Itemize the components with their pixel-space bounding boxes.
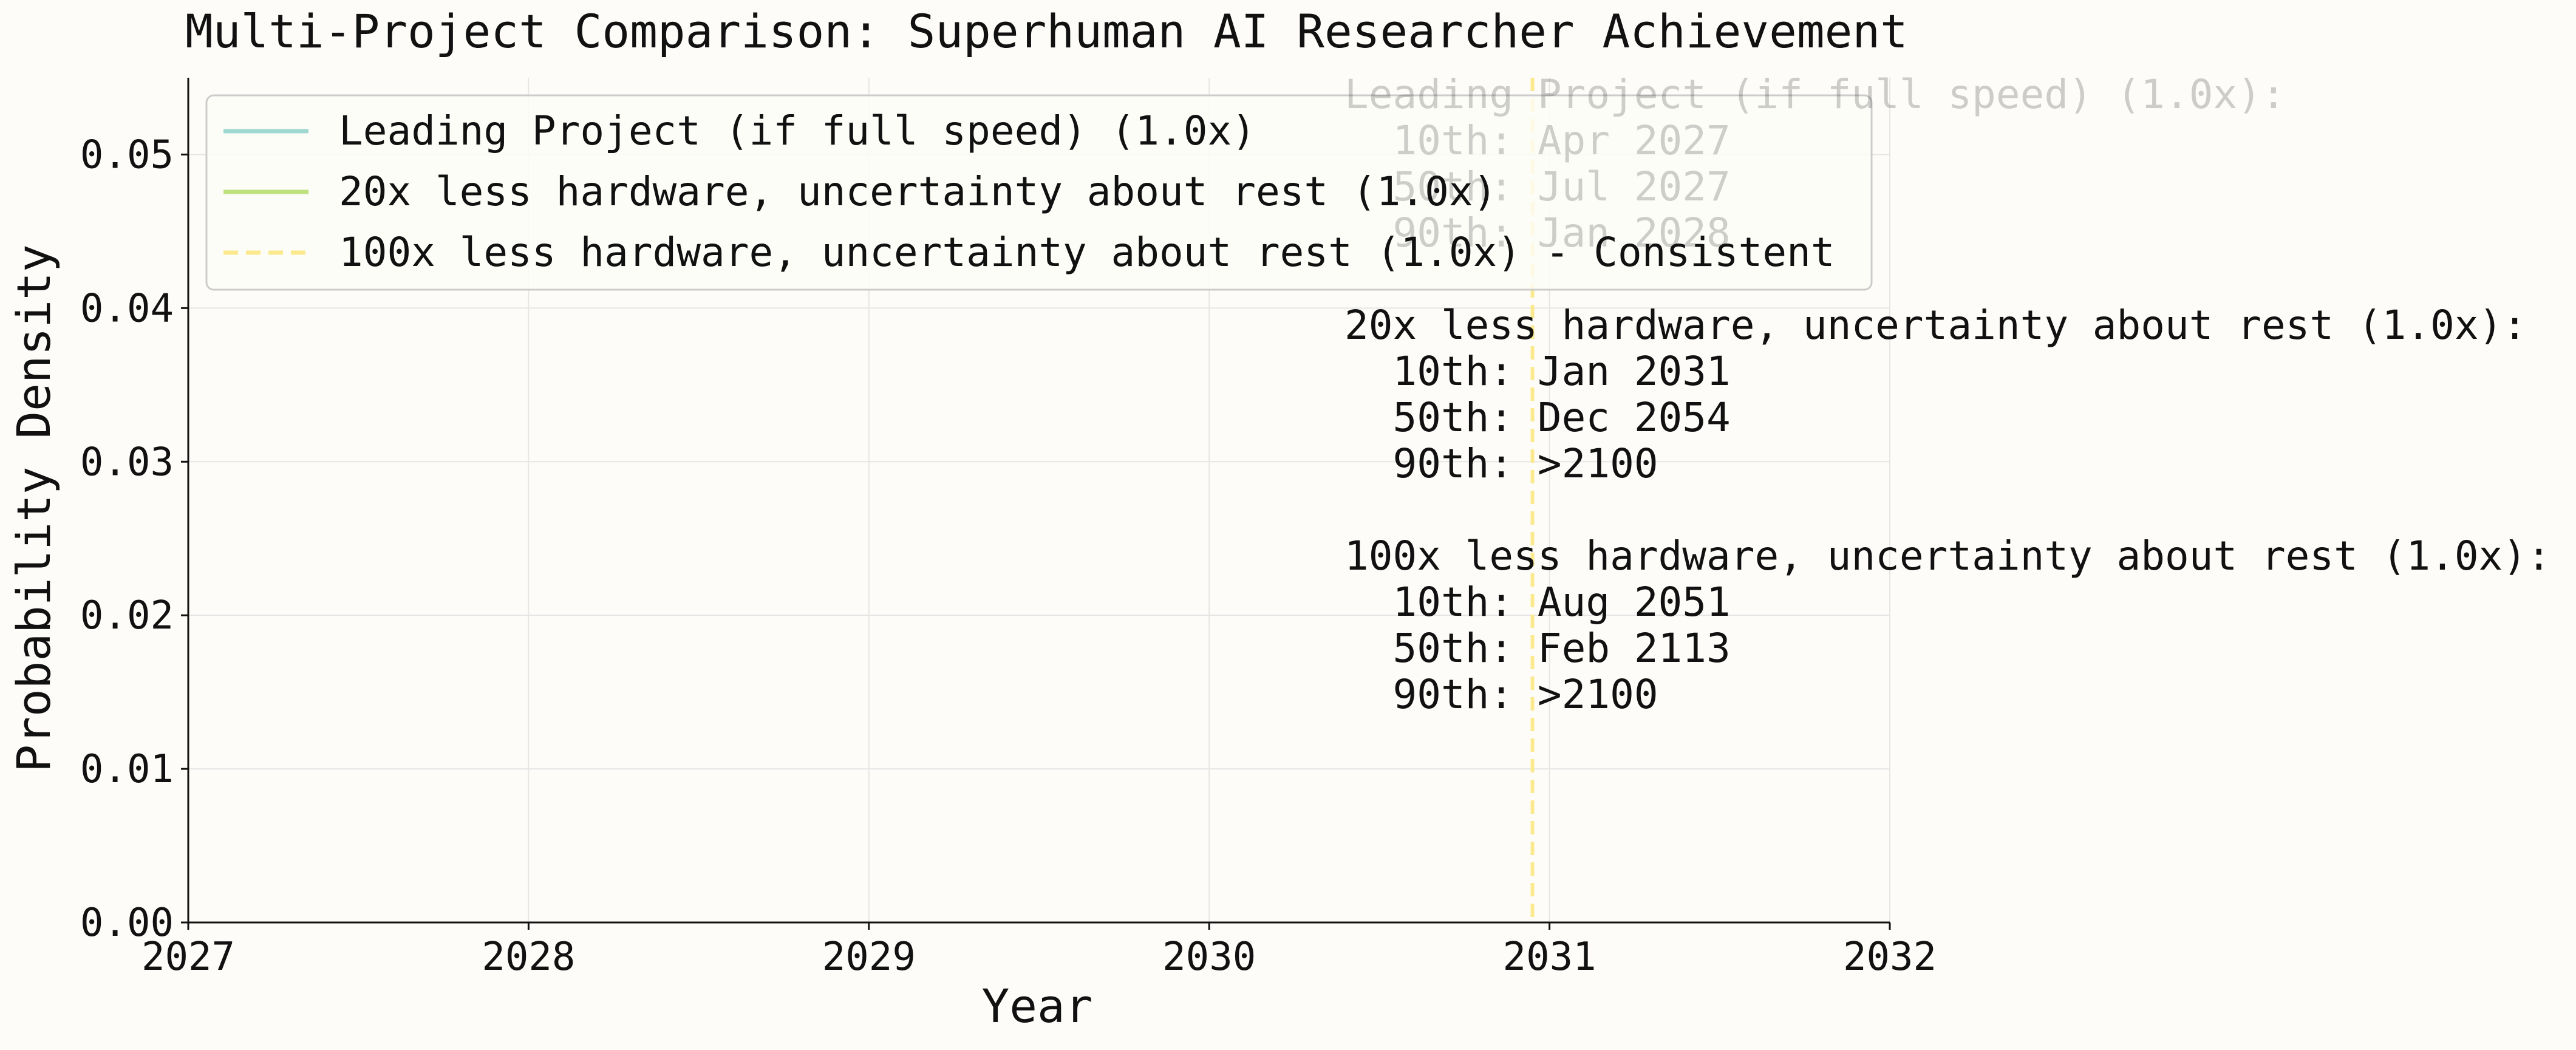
y-tick-label: 0.04 [80,286,174,331]
x-tick-label: 2029 [822,935,916,980]
x-tick-label: 2030 [1162,935,1256,980]
annotation-line: 50th: Jul 2027 [1344,163,1731,210]
annotation-line: 100x less hardware, uncertainty about re… [1344,533,2551,579]
y-tick-label: 0.00 [80,901,174,946]
x-tick-label: 2027 [141,935,235,980]
y-tick-label: 0.03 [80,440,174,485]
y-tick-label: 0.01 [80,747,174,792]
y-tick-label: 0.05 [80,132,174,177]
x-tick-label: 2028 [482,935,575,980]
axes [187,78,1890,924]
annotation-line: 20x less hardware, uncertainty about res… [1344,302,2527,349]
legend-label: Leading Project (if full speed) (1.0x) [339,107,1256,154]
legend-label: 20x less hardware, uncertainty about res… [339,168,1497,215]
x-tick-label: 2032 [1843,935,1937,980]
annotation-line: 50th: Feb 2113 [1344,625,1731,672]
ticks: 2027 2028 2029 2030 2031 2032 0.00 0.01 0.02 0.03… [80,132,1937,980]
y-tick-label: 0.02 [80,593,174,638]
legend-box [205,94,1873,291]
annotation-line: 90th: >2100 [1344,440,1658,487]
chart-title: Multi-Project Comparison: Superhuman AI … [185,4,1908,58]
annotation-line: 10th: Apr 2027 [1344,117,1731,164]
x-axis-label: Year [981,979,1092,1033]
annotation-line: 10th: Aug 2051 [1344,579,1731,626]
annotation-line: 90th: >2100 [1344,671,1658,718]
y-axis-label: Probability Density [7,244,61,772]
annotation-line: 90th: Jan 2028 [1344,210,1731,256]
annotation-line: Leading Project (if full speed) (1.0x): [1344,71,2286,118]
legend: Leading Project (if full speed) (1.0x) 20… [205,94,1873,291]
annotation-line: 10th: Jan 2031 [1344,348,1731,395]
percentile-annotation: Leading Project (if full speed) (1.0x): … [1344,71,2551,718]
legend-label: 100x less hardware, uncertainty about re… [339,229,1835,276]
annotation-line: 50th: Dec 2054 [1344,394,1731,441]
x-tick-label: 2031 [1503,935,1596,980]
